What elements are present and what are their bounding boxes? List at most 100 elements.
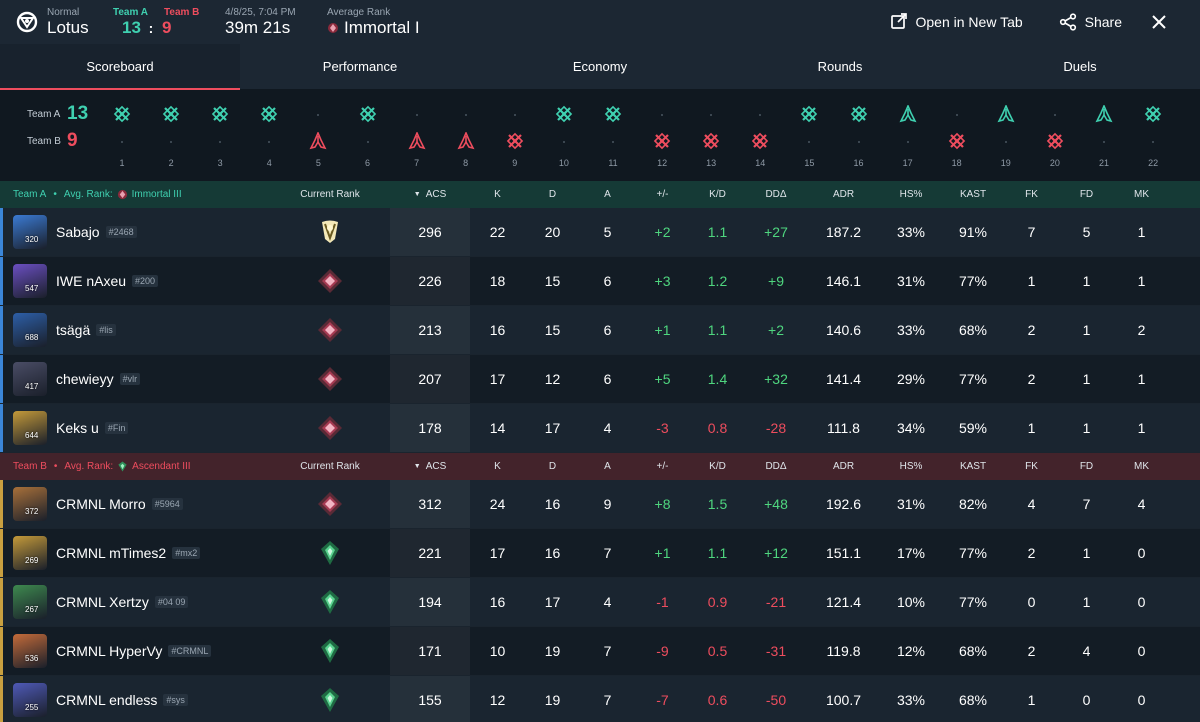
player-name[interactable]: CRMNL HyperVy [56, 643, 163, 659]
col-acs[interactable]: ▼ ACS [390, 181, 470, 208]
timeline-dot [1152, 141, 1155, 143]
share-button[interactable]: Share [1059, 13, 1122, 31]
tab-rounds[interactable]: Rounds [817, 59, 863, 74]
timeline-round-22[interactable]: 22 [1141, 90, 1165, 181]
player-name[interactable]: CRMNL Morro [56, 496, 146, 512]
col-pm[interactable]: +/- [656, 461, 669, 472]
immortal-rank-icon [270, 355, 390, 403]
col-adr[interactable]: ADR [832, 189, 855, 200]
timeline-round-2[interactable]: 2 [159, 90, 183, 181]
tab-economy[interactable]: Economy [572, 59, 628, 74]
timeline-round-4[interactable]: 4 [257, 90, 281, 181]
round-number: 12 [657, 158, 668, 168]
col-a[interactable]: A [604, 461, 611, 472]
player-row[interactable]: 320 Sabajo #2468 296 22 20 5 +2 1.1 +27 … [0, 208, 1200, 257]
timeline-round-17[interactable]: 17 [896, 90, 920, 181]
team-a-score: 13 [122, 17, 141, 37]
timeline-round-21[interactable]: 21 [1092, 90, 1116, 181]
col-mk[interactable]: MK [1134, 189, 1149, 200]
player-row[interactable]: 644 Keks u #Fin 178 14 17 4 -3 0.8 -28 1… [0, 404, 1200, 453]
player-name[interactable]: CRMNL mTimes2 [56, 545, 167, 561]
fk-value: 2 [1027, 371, 1036, 387]
timeline-round-11[interactable]: 11 [601, 90, 625, 181]
avg-rank-block: Average Rank Immortal I [327, 7, 420, 38]
timeline-team-a-label: Team A [27, 109, 61, 120]
timeline-round-19[interactable]: 19 [994, 90, 1018, 181]
col-current-rank[interactable]: Current Rank [300, 461, 360, 472]
player-name[interactable]: Keks u [56, 420, 99, 436]
team-color-bar [0, 404, 3, 452]
player-name[interactable]: chewieyy [56, 371, 114, 387]
timeline-round-12[interactable]: 12 [650, 90, 674, 181]
player-row[interactable]: 255 CRMNL endless #sys 155 12 19 7 -7 0.… [0, 676, 1200, 722]
timeline-round-20[interactable]: 20 [1043, 90, 1067, 181]
col-mk[interactable]: MK [1134, 461, 1149, 472]
col-dd[interactable]: DDΔ [765, 461, 787, 472]
col-hs[interactable]: HS% [899, 461, 923, 472]
timeline-dot [219, 141, 222, 143]
round-number: 11 [608, 158, 618, 168]
player-name[interactable]: IWE nAxeu [56, 273, 127, 289]
plus-minus-value: -3 [656, 420, 669, 436]
player-row[interactable]: 547 IWE nAxeu #200 226 18 15 6 +3 1.2 +9… [0, 257, 1200, 306]
player-row[interactable]: 536 CRMNL HyperVy #CRMNL 171 10 19 7 -9 … [0, 627, 1200, 676]
timeline-round-15[interactable]: 15 [797, 90, 821, 181]
mk-value: 0 [1137, 692, 1146, 708]
timeline-round-13[interactable]: 13 [699, 90, 723, 181]
fk-value: 1 [1027, 420, 1036, 436]
col-kast[interactable]: KAST [959, 461, 987, 472]
tab-scoreboard[interactable]: Scoreboard [0, 44, 240, 90]
col-d[interactable]: D [548, 461, 557, 472]
col-d[interactable]: D [548, 189, 557, 200]
timeline-round-9[interactable]: 9 [503, 90, 527, 181]
col-pm[interactable]: +/- [656, 189, 669, 200]
col-kd[interactable]: K/D [709, 189, 726, 200]
player-name[interactable]: CRMNL endless [56, 692, 158, 708]
col-current-rank[interactable]: Current Rank [300, 189, 360, 200]
timeline-round-3[interactable]: 3 [208, 90, 232, 181]
player-row[interactable]: 688 tsägä #lis 213 16 15 6 +1 1.1 +2 140… [0, 306, 1200, 355]
col-acs-label: ACS [425, 189, 447, 200]
adr-value: 119.8 [826, 643, 861, 659]
player-row[interactable]: 372 CRMNL Morro #5964 312 24 16 9 +8 1.5… [0, 480, 1200, 529]
open-new-tab-button[interactable]: Open in New Tab [890, 13, 1023, 31]
tab-duels[interactable]: Duels [1063, 59, 1097, 74]
col-dd[interactable]: DDΔ [765, 189, 787, 200]
player-row[interactable]: 417 chewieyy #vlr 207 17 12 6 +5 1.4 +32… [0, 355, 1200, 404]
match-datetime: 4/8/25, 7:04 PM [225, 6, 296, 18]
close-button[interactable] [1152, 15, 1174, 29]
timeline-round-6[interactable]: 6 [356, 90, 380, 181]
team-b-header: Team B • Avg. Rank: Ascendant III Curren… [0, 453, 1200, 480]
kills-value: 14 [489, 420, 506, 436]
timeline-round-10[interactable]: 10 [552, 90, 576, 181]
timeline-round-14[interactable]: 14 [748, 90, 772, 181]
timeline-round-16[interactable]: 16 [847, 90, 871, 181]
player-row[interactable]: 267 CRMNL Xertzy #04 09 194 16 17 4 -1 0… [0, 578, 1200, 627]
player-name[interactable]: tsägä [56, 322, 91, 338]
col-fd[interactable]: FD [1079, 189, 1094, 200]
col-k[interactable]: K [494, 189, 501, 200]
tab-performance[interactable]: Performance [322, 59, 398, 74]
col-a[interactable]: A [604, 189, 611, 200]
kills-value: 22 [489, 224, 506, 240]
col-fd[interactable]: FD [1079, 461, 1094, 472]
col-kast[interactable]: KAST [959, 189, 987, 200]
col-acs[interactable]: ▼ ACS [390, 453, 470, 480]
timeline-round-8[interactable]: 8 [454, 90, 478, 181]
col-hs[interactable]: HS% [899, 189, 923, 200]
player-name[interactable]: CRMNL Xertzy [56, 594, 149, 610]
player-name[interactable]: Sabajo [56, 224, 100, 240]
player-row[interactable]: 269 CRMNL mTimes2 #mx2 221 17 16 7 +1 1.… [0, 529, 1200, 578]
col-kd[interactable]: K/D [709, 461, 726, 472]
col-fk[interactable]: FK [1025, 189, 1038, 200]
deaths-value: 16 [544, 545, 561, 561]
timeline-round-1[interactable]: 1 [110, 90, 134, 181]
timeline-round-18[interactable]: 18 [945, 90, 969, 181]
timeline-round-7[interactable]: 7 [405, 90, 429, 181]
col-fk[interactable]: FK [1025, 461, 1038, 472]
agent-avatar: 644 [13, 411, 47, 445]
timeline-round-5[interactable]: 5 [306, 90, 330, 181]
col-k[interactable]: K [494, 461, 501, 472]
col-adr[interactable]: ADR [832, 461, 855, 472]
timeline-dot [710, 114, 713, 116]
